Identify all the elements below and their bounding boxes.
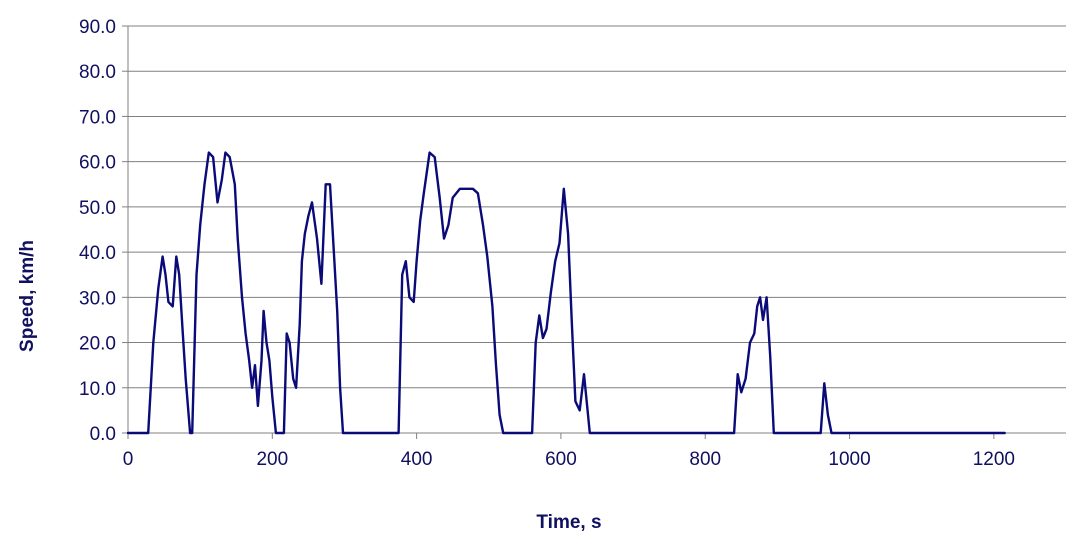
y-tick-label: 80.0 [79,62,116,83]
y-tick-label: 20.0 [79,334,116,355]
x-tick-label: 1200 [973,449,1015,470]
y-tick-label: 60.0 [79,153,116,174]
y-axis-title: Speed, km/h [17,240,38,352]
y-tick-label: 50.0 [79,198,116,219]
x-axis-title: Time, s [536,512,601,533]
x-tick-label: 1000 [828,449,870,470]
ticks: 0.0 10.0 20.0 30.0 40.0 50.0 60.0 70.0 80.0 90.0 0… [79,17,1015,470]
x-tick-label: 0 [123,449,134,470]
x-tick-label: 200 [256,449,288,470]
x-tick-label: 800 [689,449,721,470]
x-tick-label: 400 [401,449,433,470]
y-tick-label: 90.0 [79,17,116,38]
y-tick-label: 40.0 [79,243,116,264]
axes [127,26,1066,434]
speed-series-line [126,151,1006,435]
y-tick-label: 10.0 [79,379,116,400]
y-tick-label: 70.0 [79,107,116,128]
gridlines [128,25,1066,389]
y-tick-label: 0.0 [90,424,116,445]
series-layer [126,151,1006,435]
x-tick-label: 600 [545,449,577,470]
y-tick-label: 30.0 [79,288,116,309]
